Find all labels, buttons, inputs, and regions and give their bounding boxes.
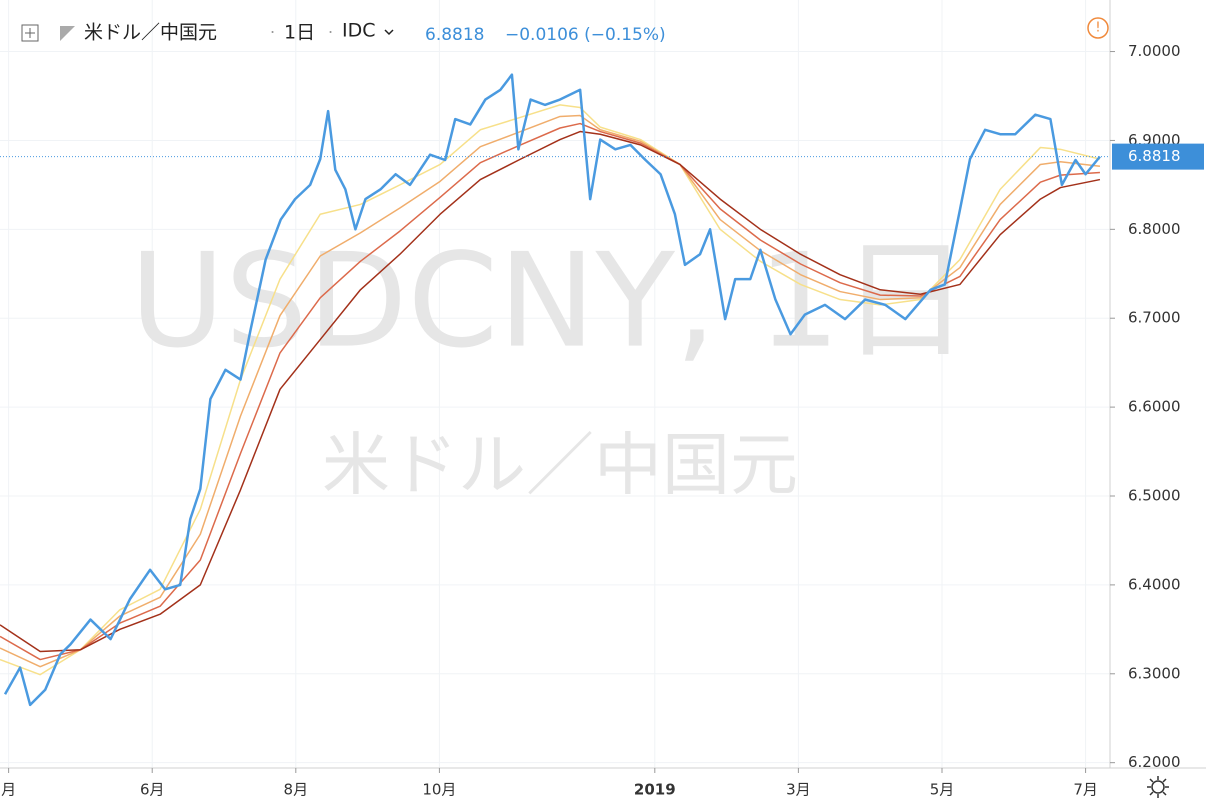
- plot: [0, 73, 1101, 707]
- interval[interactable]: 1日: [284, 22, 315, 44]
- y-tick-label: 6.5000: [1128, 487, 1181, 505]
- separator: ·: [328, 23, 333, 42]
- watermark-name: 米ドル／中国元: [322, 427, 798, 506]
- last-price-label: 6.8818: [1128, 147, 1181, 165]
- y-tick-label: 6.3000: [1128, 664, 1181, 682]
- y-tick-label: 6.7000: [1128, 309, 1181, 327]
- alert-icon[interactable]: [1087, 17, 1109, 39]
- symbol-name[interactable]: 米ドル／中国元: [84, 22, 217, 44]
- x-tick-label: 7月: [1073, 781, 1098, 799]
- price-change: −0.0106 (−0.15%): [505, 25, 666, 45]
- y-tick-label: 6.2000: [1128, 753, 1181, 771]
- y-tick-label: 6.4000: [1128, 575, 1181, 593]
- x-tick-label: 月: [1, 781, 16, 799]
- x-tick-label: 10月: [422, 781, 456, 799]
- y-tick-label: 6.6000: [1128, 398, 1181, 416]
- y-tick-label: 6.8000: [1128, 220, 1181, 238]
- symbol-flag: [60, 26, 75, 41]
- x-tick-label: 3月: [786, 781, 811, 799]
- source[interactable]: IDC: [342, 20, 376, 42]
- last-price-box: [1112, 143, 1204, 170]
- axes: 6.2000 6.3000 6.4000 6.5000 6.6000 6.7000 6.80…: [0, 42, 1204, 799]
- separator: ·: [270, 23, 275, 42]
- x-tick-label: 8月: [284, 781, 309, 799]
- source-dropdown[interactable]: [384, 29, 394, 36]
- alert-icon-mark: !: [1095, 21, 1100, 36]
- toggle-icon[interactable]: [21, 24, 39, 42]
- last-price: 6.8818: [425, 25, 484, 45]
- series-line: [3, 73, 1101, 707]
- settings-icon[interactable]: [1151, 780, 1165, 794]
- settings-icon-rays: [1147, 776, 1169, 798]
- x-tick-label: 2019: [634, 781, 676, 799]
- grid: [0, 0, 1110, 768]
- toggle-icon-plus: [25, 28, 35, 38]
- x-tick-label: 5月: [930, 781, 955, 799]
- x-tick-label: 6月: [140, 781, 165, 799]
- y-tick-label: 7.0000: [1128, 42, 1181, 60]
